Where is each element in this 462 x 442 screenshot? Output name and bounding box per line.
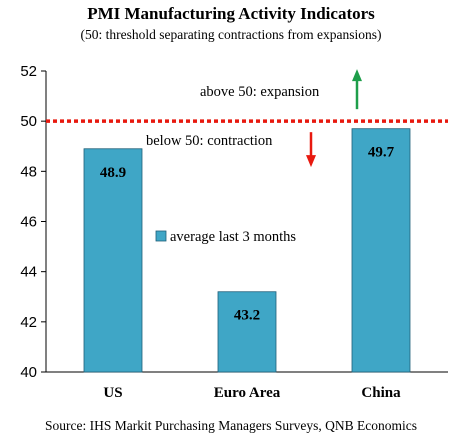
bar-china (351, 128, 411, 373)
source-note: Source: IHS Markit Purchasing Managers S… (45, 418, 417, 433)
bar-us (83, 148, 143, 373)
y-tick-label: 40 (20, 364, 37, 381)
y-tick-label: 42 (20, 314, 37, 331)
y-tick-label: 50 (20, 113, 37, 130)
legend-swatch (155, 230, 167, 242)
legend-label: average last 3 months (170, 229, 296, 245)
up-arrow-icon (352, 69, 362, 82)
down-arrow-icon (306, 155, 316, 168)
bar-euro-area (217, 291, 277, 373)
x-tick-label: Euro Area (214, 385, 281, 401)
x-tick-label: US (103, 385, 122, 401)
chart-subtitle: (50: threshold separating contractions f… (80, 27, 382, 42)
annotation-contraction: below 50: contraction (146, 133, 273, 149)
y-tick-label: 52 (20, 63, 37, 80)
data-label: 48.9 (100, 165, 126, 181)
y-tick-label: 44 (20, 264, 37, 281)
data-label: 43.2 (234, 308, 260, 324)
chart-title: PMI Manufacturing Activity Indicators (87, 4, 375, 23)
data-label: 49.7 (368, 145, 395, 161)
y-tick-label: 48 (20, 163, 37, 180)
x-tick-label: China (361, 385, 401, 401)
y-tick-label: 46 (20, 214, 37, 231)
annotation-expansion: above 50: expansion (200, 84, 320, 100)
